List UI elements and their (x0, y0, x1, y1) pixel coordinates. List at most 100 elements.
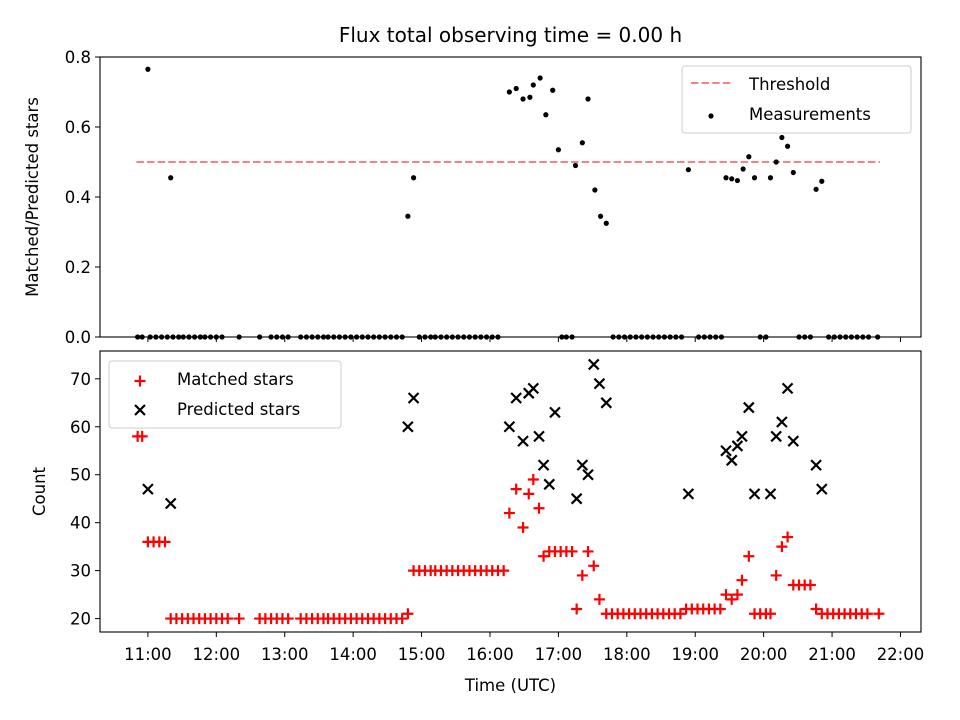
matched-star-point (720, 589, 732, 601)
predicted-star-point (582, 468, 594, 481)
measurement-point (572, 162, 579, 169)
matched-star-point (726, 593, 738, 605)
xtick-label: 19:00 (671, 645, 719, 664)
predicted-star-point (781, 382, 794, 395)
xtick-label: 11:00 (124, 645, 172, 664)
legend-predicted-label: Predicted stars (177, 400, 300, 419)
bottom-panel: 20 30 40 50 60 70 11:00 12:00 13:00 14:00 15:00 16:… (30, 350, 924, 695)
matched-star-point (776, 541, 788, 553)
matched-star-point (222, 613, 234, 625)
legend-threshold-label: Threshold (748, 75, 830, 94)
measurement-point (410, 175, 417, 181)
measurement-point (550, 87, 556, 93)
predicted-star-point (770, 430, 782, 443)
measurement-point (773, 159, 779, 165)
matched-star-point (804, 579, 816, 591)
matched-star-point (566, 545, 578, 557)
xtick-label: 13:00 (261, 645, 309, 664)
measurement-point (746, 154, 752, 160)
predicted-star-point (407, 392, 420, 404)
predicted-star-point (787, 435, 800, 447)
legend-predicted-swatch (134, 404, 146, 416)
xtick-label: 16:00 (466, 645, 514, 664)
measurement-point (723, 175, 729, 181)
measurement-point (597, 213, 604, 219)
matched-star-point (576, 569, 588, 581)
bottom-ytick-label: 60 (70, 418, 91, 437)
predicted-star-point (682, 488, 695, 500)
predicted-star-point (402, 420, 414, 433)
matched-star-point (510, 483, 522, 495)
matched-star-point (674, 608, 686, 620)
bottom-ytick-label: 20 (70, 610, 91, 629)
matched-star-point (282, 613, 294, 625)
bottom-ytick-label: 70 (70, 370, 91, 389)
matched-star-point (503, 507, 515, 519)
matched-star-point (731, 589, 743, 601)
predicted-star-point (600, 397, 613, 409)
matched-star-point (159, 536, 171, 548)
predicted-star-point (731, 440, 744, 452)
top-ytick-label: 0.2 (65, 258, 91, 277)
measurement-point (784, 143, 791, 149)
top-ytick-label: 0.8 (65, 48, 91, 67)
predicted-star-point (503, 420, 516, 433)
bottom-series-matched-stars (132, 430, 885, 625)
predicted-star-point (164, 497, 177, 510)
predicted-star-point (743, 401, 755, 414)
measurement-point (405, 213, 411, 219)
predicted-star-point (533, 430, 545, 443)
matched-star-point (873, 608, 885, 620)
matched-star-point (810, 603, 822, 615)
matched-star-point (136, 430, 148, 442)
xtick-label: 18:00 (603, 645, 651, 664)
predicted-star-point (142, 483, 154, 495)
matched-star-point (571, 603, 583, 615)
bottom-ytick-label: 50 (70, 466, 91, 485)
xtick-label: 12:00 (193, 645, 241, 664)
xtick-label: 20:00 (740, 645, 788, 664)
predicted-star-point (517, 435, 529, 447)
xtick-label: 15:00 (398, 645, 446, 664)
bottom-ylabel: Count (30, 466, 49, 516)
measurement-point (767, 175, 774, 181)
top-axes-frame (99, 56, 922, 338)
legend-box (108, 360, 342, 429)
legend-measurements-swatch (708, 113, 714, 119)
top-ylabel: Matched/Predicted stars (23, 97, 42, 297)
measurement-point (819, 178, 825, 184)
predicted-star-point (776, 416, 788, 428)
measurement-point (740, 166, 746, 172)
bottom-ytick-label: 30 (70, 562, 91, 581)
measurement-point (520, 96, 526, 102)
measurement-point (729, 176, 735, 182)
top-ytick-label: 0.4 (65, 188, 91, 207)
top-legend: Threshold Measurements (681, 65, 912, 134)
measurement-point (592, 187, 598, 193)
predicted-star-point (549, 406, 561, 419)
measurement-point (543, 112, 549, 118)
bottom-plot-area: 20 30 40 50 60 70 11:00 12:00 13:00 14:00 15:00 16:… (30, 350, 924, 695)
predicted-star-point (816, 483, 828, 495)
matched-star-point (770, 569, 782, 581)
predicted-star-point (510, 392, 522, 404)
top-plot-area: 0.0 0.2 0.4 0.6 0.8 Matched/Predicted stars Th… (23, 48, 922, 347)
matched-star-point (861, 608, 873, 620)
matched-star-point (764, 608, 776, 620)
matched-star-point (523, 488, 535, 500)
predicted-star-point (764, 488, 777, 500)
matched-star-point (588, 560, 600, 572)
predicted-star-point (736, 430, 748, 443)
measurement-point (506, 89, 512, 95)
measurement-point (527, 94, 533, 100)
bottom-axes-frame (99, 350, 922, 633)
predicted-star-point (593, 377, 606, 390)
predicted-star-point (725, 454, 738, 467)
measurement-point (530, 82, 536, 88)
matched-star-point (498, 565, 510, 577)
measurement-point (685, 167, 691, 173)
predicted-star-point (537, 459, 550, 471)
measurement-point (555, 147, 561, 153)
xtick-label: 17:00 (535, 645, 583, 664)
